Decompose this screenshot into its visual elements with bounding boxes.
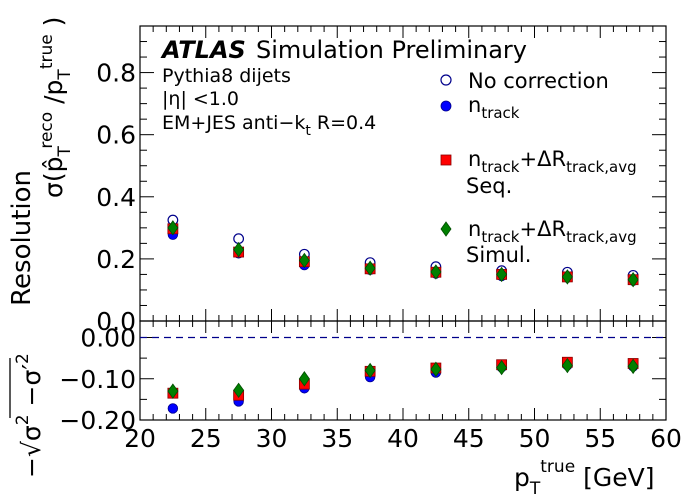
x-tick-label: 35 (321, 424, 353, 453)
marker-diamond (561, 357, 573, 374)
marker-diamond (627, 272, 639, 288)
marker-diamond (298, 371, 310, 387)
bottom-panel-frame (139, 320, 667, 421)
marker-filled-circle (167, 403, 179, 414)
marker-diamond (167, 383, 179, 399)
x-tick-label: 25 (190, 424, 222, 453)
bottom-y-tick-label: 0.00 (80, 324, 136, 353)
top-y-tick-label: 0.8 (96, 59, 136, 88)
header-text: Simulation Preliminary (256, 36, 527, 64)
marker-diamond (627, 358, 639, 375)
x-tick-label: 30 (256, 424, 288, 453)
x-tick-label: 45 (453, 424, 485, 453)
bottom-y-tick-label: −0.10 (59, 365, 136, 394)
info-eta: |η| <1.0 (162, 88, 239, 110)
legend-marker-no-correction (440, 74, 452, 86)
axis-ticks (139, 26, 667, 421)
marker-diamond (364, 260, 376, 276)
top-data-points (167, 214, 639, 288)
legend: No correction ntrack ntrack+ΔRtrack,avg … (440, 69, 637, 267)
atlas-label: ATLAS (160, 36, 246, 64)
top-y-tick-label: 0.4 (96, 183, 136, 212)
x-tick-label: 55 (584, 424, 616, 453)
x-tick-label: 60 (650, 424, 682, 453)
bottom-y-axis-label: −√σ2 −σ′2 (13, 353, 46, 478)
top-y-axis-label: σ(p̂Treco /pTtrue ) (37, 17, 75, 198)
marker-diamond (233, 241, 245, 258)
top-y-tick-label: 0.2 (96, 245, 136, 274)
legend-label-seq: ntrack+ΔRtrack,avg (468, 147, 637, 176)
x-tick-label: 50 (519, 424, 551, 453)
top-y-tick-labels: 0.0 0.2 0.4 0.6 0.8 (96, 59, 136, 336)
x-tick-label: 20 (124, 424, 156, 453)
marker-diamond (561, 269, 573, 285)
bottom-data-points (167, 356, 639, 414)
marker-diamond (496, 359, 508, 376)
marker-diamond (364, 362, 376, 379)
x-tick-labels: 20 25 30 35 40 45 50 55 60 (124, 424, 682, 453)
legend-label-ntrack: ntrack (468, 93, 520, 122)
marker-diamond (430, 361, 442, 377)
marker-diamond (430, 264, 442, 280)
marker-diamond (233, 382, 245, 398)
legend-label-seq-line2: Seq. (466, 174, 512, 198)
marker-diamond (496, 266, 508, 283)
info-jet: EM+JES anti−kt R=0.4 (162, 112, 376, 139)
marker-diamond (298, 252, 310, 269)
legend-marker-ntrack (440, 100, 452, 112)
x-axis-label: pTtrue [GeV] (514, 457, 654, 499)
legend-marker-simul (440, 221, 452, 237)
legend-label-simul-line2: Simul. (466, 243, 531, 267)
legend-label-no-correction: No correction (468, 69, 609, 93)
bottom-y-tick-labels: 0.00 −0.10 −0.20 (59, 324, 136, 436)
top-y-tick-label: 0.6 (96, 121, 136, 150)
legend-label-simul: ntrack+ΔRtrack,avg (468, 217, 637, 246)
top-y-tick-label: 0.0 (96, 307, 136, 336)
legend-marker-seq (440, 154, 452, 166)
marker-diamond (167, 220, 179, 236)
top-y-axis-title: Resolution (7, 170, 37, 306)
bottom-y-tick-label: −0.20 (59, 406, 136, 435)
x-tick-label: 40 (387, 424, 419, 453)
info-generator: Pythia8 dijets (162, 65, 291, 87)
